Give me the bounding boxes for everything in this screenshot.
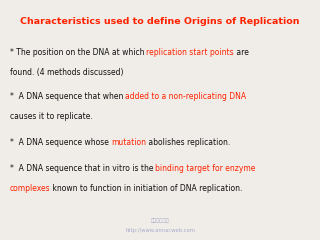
Text: *  A DNA sequence whose: * A DNA sequence whose: [10, 138, 111, 147]
Text: 生物学信息网: 生物学信息网: [151, 218, 169, 223]
Text: binding target for enzyme: binding target for enzyme: [156, 164, 256, 173]
Text: *  A DNA sequence that in vitro is the: * A DNA sequence that in vitro is the: [10, 164, 156, 173]
Text: added to a non-replicating DNA: added to a non-replicating DNA: [125, 92, 246, 101]
Text: mutation: mutation: [111, 138, 146, 147]
Text: complexes: complexes: [10, 184, 50, 193]
Text: *  A DNA sequence that when: * A DNA sequence that when: [10, 92, 125, 101]
Text: known to function in initiation of DNA replication.: known to function in initiation of DNA r…: [50, 184, 243, 193]
Text: causes it to replicate.: causes it to replicate.: [10, 112, 92, 121]
Text: http://www.annacweb.com: http://www.annacweb.com: [125, 228, 195, 233]
Text: found. (4 methods discussed): found. (4 methods discussed): [10, 68, 123, 77]
Text: abolishes replication.: abolishes replication.: [146, 138, 230, 147]
Text: * The position on the DNA at which: * The position on the DNA at which: [10, 48, 147, 57]
Text: replication start points: replication start points: [147, 48, 234, 57]
Text: Characteristics used to define Origins of Replication: Characteristics used to define Origins o…: [20, 17, 300, 26]
Text: are: are: [234, 48, 249, 57]
